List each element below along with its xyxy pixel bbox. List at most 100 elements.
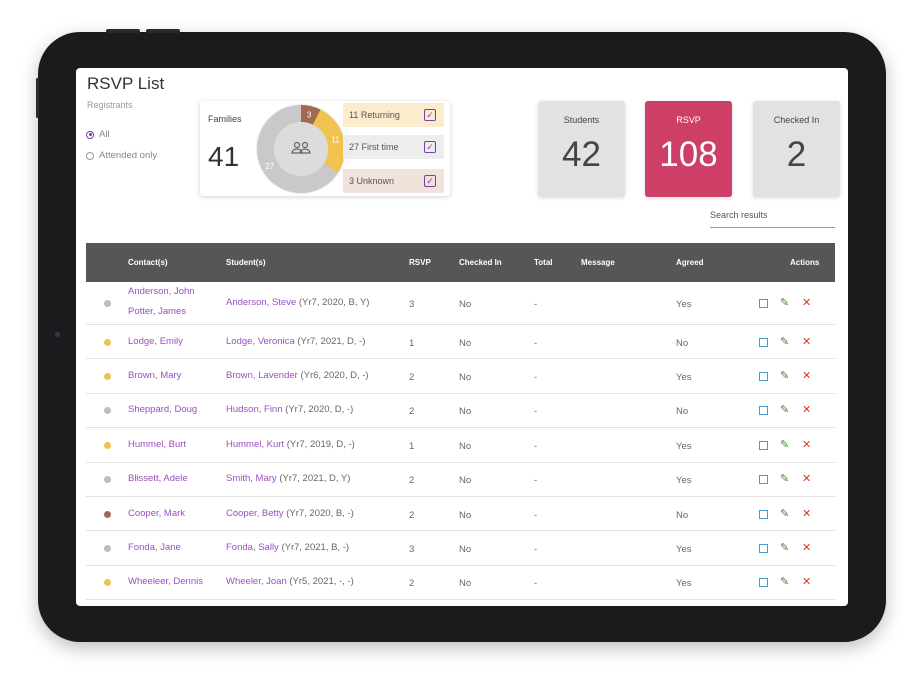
total-cell: -	[534, 372, 538, 384]
pencil-icon[interactable]: ✎	[780, 576, 790, 589]
header-total[interactable]: Total	[534, 258, 553, 267]
student-link[interactable]: Brown, Lavender	[226, 370, 298, 382]
contact-link[interactable]: Brown, Mary	[128, 370, 182, 382]
checkbox-icon[interactable]	[759, 578, 768, 588]
header-message[interactable]: Message	[581, 258, 615, 267]
student-cell: Smith, Mary (Yr7, 2021, D, Y)	[226, 473, 350, 484]
table-header: Contact(s) Student(s) RSVP Checked In To…	[86, 243, 835, 282]
agreed-cell: No	[676, 509, 689, 521]
student-link[interactable]: Hudson, Finn	[226, 404, 283, 416]
student-link[interactable]: Hummel, Kurt	[226, 438, 285, 450]
pencil-icon[interactable]: ✎	[780, 297, 790, 309]
pencil-icon[interactable]: ✎	[780, 438, 790, 451]
registrants-label: Registrants	[87, 100, 133, 110]
header-contacts[interactable]: Contact(s)	[128, 258, 168, 267]
student-cell: Brown, Lavender (Yr6, 2020, D, -)	[226, 370, 369, 381]
tablet-volume-button	[106, 29, 140, 33]
checkbox-icon[interactable]: ✓	[424, 109, 436, 121]
header-agreed[interactable]: Agreed	[676, 258, 704, 267]
header-checked-in[interactable]: Checked In	[459, 258, 502, 267]
checkbox-icon[interactable]: ✓	[424, 175, 436, 187]
contact-link[interactable]: Blissett, Adele	[128, 473, 188, 485]
table-row[interactable]: Anderson, John Potter, James Anderson, Ste…	[86, 282, 835, 325]
checkbox-icon[interactable]	[759, 337, 768, 347]
close-icon[interactable]: ✕	[802, 576, 812, 589]
contact-link[interactable]: Lodge, Emily	[128, 335, 183, 347]
checked-in-cell: No	[459, 406, 472, 418]
contact-link[interactable]: Hummel, Burt	[128, 438, 187, 450]
table-row[interactable]: Brown, Mary Brown, Lavender (Yr6, 2020, D…	[86, 359, 835, 394]
donut-center	[274, 122, 328, 176]
stat-students-card: Students 42	[538, 101, 625, 197]
close-icon[interactable]: ✕	[802, 370, 812, 383]
close-icon[interactable]: ✕	[802, 297, 812, 309]
contact-link[interactable]: Wheeleer, Dennis	[128, 576, 203, 588]
table-row[interactable]: Allison, VickiAllison, Jenny (Yr5, 2021,…	[86, 600, 835, 606]
close-icon[interactable]: ✕	[802, 473, 812, 486]
student-link[interactable]: Lodge, Veronica	[226, 335, 295, 347]
student-info: (Yr7, 2019, D, -)	[286, 438, 355, 450]
agreed-cell: Yes	[676, 578, 692, 590]
agreed-cell: No	[676, 406, 689, 418]
status-dot	[104, 300, 111, 307]
contact-link[interactable]: Potter, James	[128, 306, 187, 317]
close-icon[interactable]: ✕	[802, 438, 812, 451]
status-dot	[104, 476, 111, 484]
pencil-icon[interactable]: ✎	[780, 370, 790, 383]
close-icon[interactable]: ✕	[802, 404, 812, 417]
contact-link[interactable]: Fonda, Jane	[128, 542, 181, 554]
student-link[interactable]: Smith, Mary	[226, 473, 277, 485]
student-link[interactable]: Wheeler, Joan	[226, 576, 287, 588]
pencil-icon[interactable]: ✎	[780, 542, 790, 555]
table-row[interactable]: Lodge, Emily Lodge, Veronica (Yr7, 2021, …	[86, 325, 835, 360]
stat-value: 42	[562, 135, 601, 174]
breakdown-returning-label: 11 Returning	[349, 110, 400, 120]
rsvp-cell: 1	[409, 337, 415, 349]
table-row[interactable]: Fonda, Jane Fonda, Sally (Yr7, 2021, B, -…	[86, 531, 835, 566]
checkbox-icon[interactable]	[759, 406, 768, 416]
contact-link[interactable]: Anderson, John	[128, 286, 195, 297]
checkbox-icon[interactable]	[759, 299, 768, 308]
contact-link[interactable]: Sheppard, Doug	[128, 404, 198, 416]
stat-label: RSVP	[676, 115, 701, 125]
student-info: (Yr5, 2021, -, -)	[289, 576, 354, 588]
checkbox-icon[interactable]	[759, 509, 768, 519]
breakdown-row-unknown: 3 Unknown ✓	[343, 169, 444, 193]
contact-link[interactable]: Cooper, Mark	[128, 507, 186, 519]
checkbox-icon[interactable]: ✓	[424, 141, 436, 153]
checkbox-icon[interactable]	[759, 372, 768, 382]
student-link[interactable]: Cooper, Betty	[226, 507, 284, 519]
header-rsvp[interactable]: RSVP	[409, 258, 431, 267]
families-count: 41	[208, 141, 240, 172]
close-icon[interactable]: ✕	[802, 507, 812, 520]
student-info: (Yr7, 2021, B, -)	[281, 542, 350, 554]
student-link[interactable]: Fonda, Sally	[226, 542, 279, 554]
table-row[interactable]: Blissett, Adele Smith, Mary (Yr7, 2021, D…	[86, 463, 835, 497]
table-row[interactable]: Wheeleer, Dennis Wheeler, Joan (Yr5, 2021…	[86, 566, 835, 601]
student-info: (Yr7, 2020, B, Y)	[298, 297, 370, 308]
student-info: (Yr7, 2020, B, -)	[286, 507, 354, 519]
header-students[interactable]: Student(s)	[226, 258, 266, 267]
checkbox-icon[interactable]	[759, 544, 768, 554]
stat-rsvp-card: RSVP 108	[645, 101, 732, 197]
pencil-icon[interactable]: ✎	[780, 473, 790, 486]
table-row[interactable]: Sheppard, Doug Hudson, Finn (Yr7, 2020, D…	[86, 394, 835, 429]
checkbox-icon[interactable]	[759, 440, 768, 450]
agreed-cell: Yes	[676, 475, 692, 487]
table-row[interactable]: Hummel, Burt Hummel, Kurt (Yr7, 2019, D, …	[86, 428, 835, 463]
rsvp-cell: 3	[409, 299, 415, 310]
student-link[interactable]: Anderson, Steve	[226, 297, 297, 308]
filter-attended-radio[interactable]: Attended only	[86, 150, 157, 161]
close-icon[interactable]: ✕	[802, 542, 812, 555]
radio-unselected-icon	[86, 151, 94, 160]
donut-segment-label: 11	[331, 136, 340, 145]
close-icon[interactable]: ✕	[802, 335, 812, 348]
pencil-icon[interactable]: ✎	[780, 404, 790, 417]
total-cell: -	[534, 337, 538, 349]
search-input[interactable]: Search results	[710, 210, 835, 228]
checkbox-icon[interactable]	[759, 475, 768, 485]
table-row[interactable]: Cooper, Mark Cooper, Betty (Yr7, 2020, B,…	[86, 497, 835, 532]
pencil-icon[interactable]: ✎	[780, 335, 790, 348]
filter-all-radio[interactable]: All	[86, 129, 110, 140]
pencil-icon[interactable]: ✎	[780, 507, 790, 520]
